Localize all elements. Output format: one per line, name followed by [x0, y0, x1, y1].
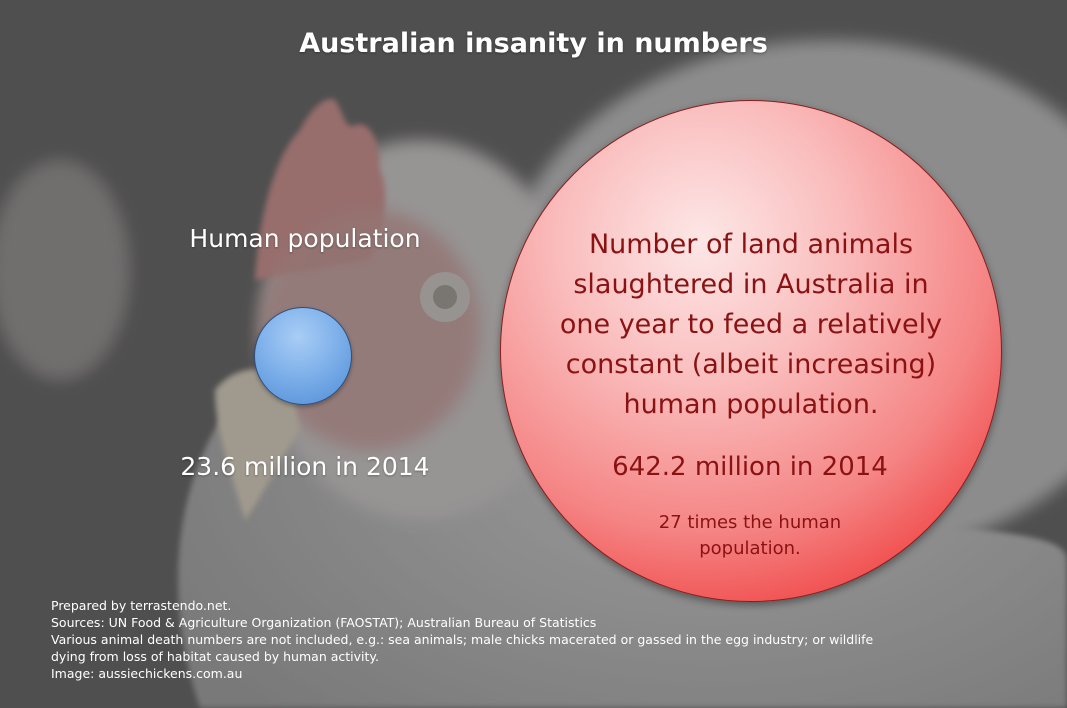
prepared-by-text: Prepared by terrastendo.net.	[51, 598, 232, 613]
animals-slaughtered-circle	[500, 100, 1002, 602]
human-population-circle	[254, 307, 352, 405]
human-population-value: 23.6 million in 2014	[180, 452, 430, 481]
animals-comparison-note: 27 times the human population.	[658, 512, 842, 559]
exclusions-note-line1: Various animal death numbers are not inc…	[51, 632, 874, 647]
image-credit-text: Image: aussiechickens.com.au	[51, 666, 243, 681]
sources-text: Sources: UN Food & Agriculture Organizat…	[51, 615, 597, 630]
footer-credits: Prepared by terrastendo.net. Sources: UN…	[51, 597, 1051, 682]
animals-slaughtered-description: Number of land animals slaughtered in Au…	[559, 229, 943, 420]
infographic-title: Australian insanity in numbers	[299, 28, 768, 59]
animals-slaughtered-value: 642.2 million in 2014	[612, 452, 888, 482]
exclusions-note-line2: dying from loss of habitat caused by hum…	[51, 649, 379, 664]
human-population-label: Human population	[189, 224, 421, 253]
